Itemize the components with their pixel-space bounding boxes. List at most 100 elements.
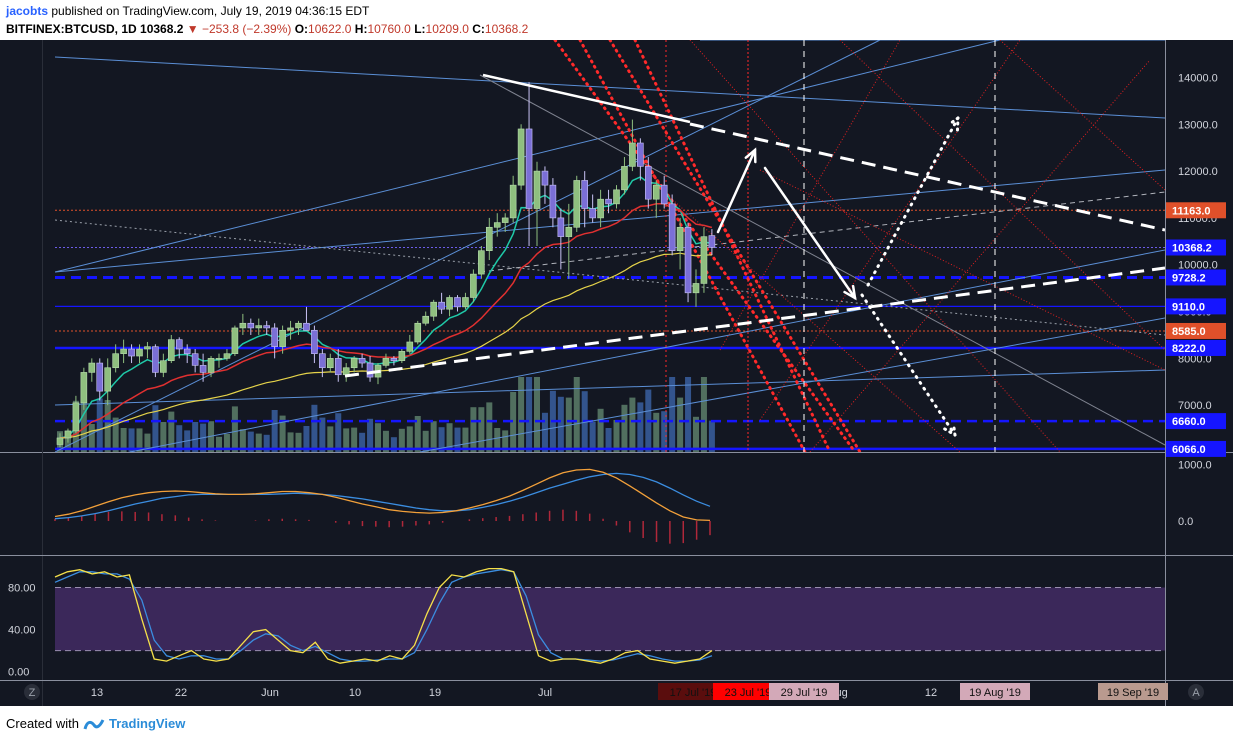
- author-name[interactable]: jacobts: [6, 4, 49, 18]
- zoom-icon: Z: [29, 687, 36, 699]
- candle: [525, 128, 533, 209]
- price-axis-tag-label: 9110.0: [1172, 301, 1205, 313]
- volume-bar: [271, 410, 278, 452]
- price-axis-tag-label: 6660.0: [1172, 416, 1206, 428]
- price-axis-tag-label: 6066.0: [1172, 444, 1206, 456]
- volume-bar: [661, 411, 668, 452]
- time-axis-tag-label: 19 Sep '19: [1107, 687, 1159, 699]
- volume-bar: [359, 432, 366, 452]
- candle: [613, 189, 620, 205]
- price-axis-tag: [1166, 298, 1226, 315]
- candle: [311, 329, 318, 354]
- candle: [708, 235, 716, 248]
- volume-bar: [677, 397, 684, 452]
- volume-bar: [486, 402, 493, 452]
- main-pane[interactable]: 14000.013000.012000.011000.010000.09000.…: [0, 40, 1233, 706]
- time-axis-tag: [960, 683, 1030, 700]
- volume-bar: [613, 420, 620, 452]
- forecast-arrow-dotted-up-head: [946, 114, 960, 132]
- time-axis-tick: 13: [91, 687, 103, 699]
- candle: [215, 358, 223, 360]
- white-trendline: [482, 73, 691, 124]
- candle: [334, 358, 342, 376]
- volume-bar: [534, 377, 540, 452]
- volume-bar: [239, 429, 246, 452]
- trendline: [55, 40, 881, 452]
- macd-pane[interactable]: 1000.0 0.0: [0, 459, 1233, 556]
- trendline: [55, 369, 1165, 406]
- candle: [175, 339, 183, 350]
- candle: [597, 198, 604, 219]
- volume-bar: [518, 377, 525, 452]
- candle: [509, 184, 517, 219]
- volume-bar: [557, 396, 564, 452]
- candle: [589, 208, 596, 219]
- volume-bar: [398, 428, 405, 452]
- price-axis-tick: 14000.0: [1178, 72, 1218, 84]
- candle: [223, 353, 231, 359]
- stoch-rsi-pane[interactable]: 80.00 40.00 0.00: [0, 567, 1233, 681]
- white-dashed-resistance: [689, 122, 1165, 232]
- dashed-trendline: [479, 191, 1165, 273]
- candle: [255, 325, 263, 329]
- trendline: [419, 317, 1165, 452]
- volume-bar: [621, 404, 628, 452]
- candle: [644, 166, 652, 200]
- forecast-arrow-up-head: [744, 147, 757, 164]
- price-change: ▼ −253.8 (−2.39%): [186, 22, 292, 36]
- volume-bar: [223, 434, 230, 452]
- volume-bar: [438, 427, 445, 452]
- volume-bar: [708, 420, 715, 452]
- red-dotted-channel: [553, 40, 857, 452]
- forecast-arrow-up: [716, 148, 757, 234]
- candle: [128, 348, 135, 357]
- macd-line: [54, 468, 711, 522]
- volume-bar: [295, 432, 302, 452]
- volume-bar: [526, 377, 533, 452]
- ohlc-header: BITFINEX:BTCUSD, 1D 10368.2 ▼ −253.8 (−2…: [6, 22, 528, 36]
- red-thin-line: [999, 40, 1165, 191]
- stoch-k-line: [54, 567, 713, 664]
- volume-bar: [112, 417, 119, 452]
- forecast-arrow-down: [763, 166, 857, 300]
- stoch-d-line: [54, 569, 713, 662]
- candle: [358, 358, 366, 364]
- dotted-trendline: [55, 219, 1165, 336]
- time-axis-tick: 22: [175, 687, 187, 699]
- candle: [668, 203, 676, 251]
- candle: [382, 358, 390, 366]
- candle: [342, 367, 350, 376]
- tradingview-brand[interactable]: TradingView: [108, 716, 186, 731]
- candle: [191, 353, 199, 366]
- volume-bar: [685, 377, 692, 452]
- volume-bar: [653, 412, 660, 452]
- volume-bar: [160, 422, 167, 452]
- candle: [406, 341, 414, 352]
- time-axis-tag: [658, 683, 728, 700]
- volume-bar: [152, 405, 159, 452]
- volume-bar: [231, 406, 238, 452]
- volume-bar: [367, 418, 374, 452]
- price-axis-tick: 13000.0: [1178, 119, 1218, 131]
- candle: [470, 273, 477, 298]
- candle: [160, 360, 167, 373]
- candle: [478, 250, 485, 275]
- volume-bar: [382, 430, 389, 452]
- volume-bar: [120, 428, 127, 452]
- price-chart[interactable]: 14000.013000.012000.011000.010000.09000.…: [0, 40, 1233, 706]
- candle: [231, 327, 239, 354]
- volume-bar: [80, 396, 87, 452]
- price-axis-tag: [1166, 269, 1226, 286]
- auto-scale-button: [1188, 684, 1204, 700]
- volume-bar: [669, 377, 676, 452]
- created-with-label: Created with: [6, 716, 79, 731]
- volume-bar: [693, 416, 699, 452]
- candle: [454, 297, 461, 308]
- price-axis-tag-label: 8222.0: [1172, 343, 1206, 355]
- symbol-label: BITFINEX:BTCUSD, 1D: [6, 22, 137, 36]
- candle: [136, 348, 143, 357]
- low-value: 10209.0: [425, 22, 469, 36]
- zoom-button: [24, 684, 40, 700]
- price-axis-tag-label: 10368.2: [1172, 242, 1212, 254]
